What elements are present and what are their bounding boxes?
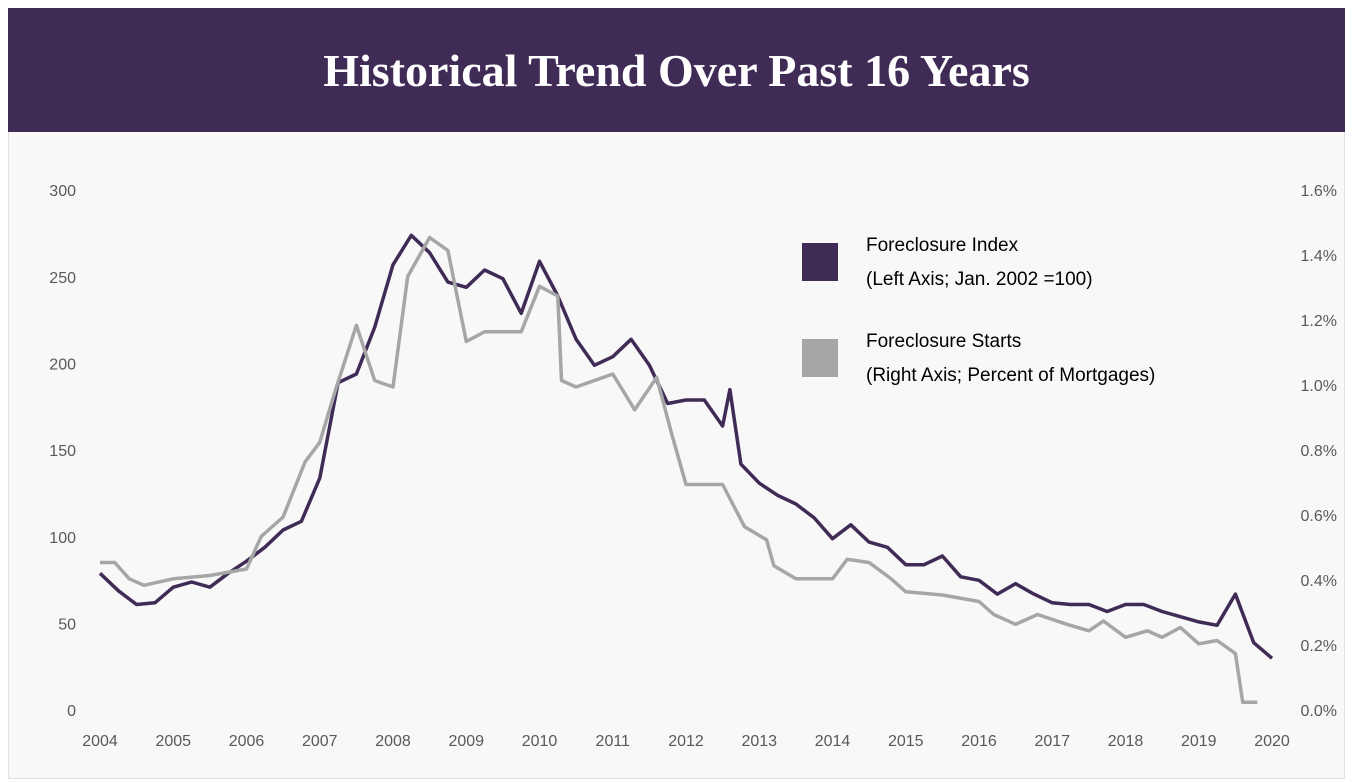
y-tick-label: 0 <box>67 703 76 720</box>
x-tick-label: 2004 <box>82 733 118 750</box>
legend-description: (Right Axis; Percent of Mortgages) <box>866 365 1155 386</box>
legend-swatch <box>802 243 838 281</box>
x-tick-label: 2015 <box>888 733 924 750</box>
y-tick-label: 50 <box>58 617 76 634</box>
legend-label: Foreclosure Starts <box>866 331 1021 352</box>
chart-title: Historical Trend Over Past 16 Years <box>323 44 1030 96</box>
legend-description: (Left Axis; Jan. 2002 =100) <box>866 269 1093 290</box>
x-tick-label: 2009 <box>448 733 484 750</box>
y-tick-label: 100 <box>49 530 76 547</box>
y2-tick-label: 0.6% <box>1301 508 1337 525</box>
x-tick-label: 2020 <box>1254 733 1290 750</box>
x-tick-label: 2007 <box>302 733 338 750</box>
x-tick-label: 2006 <box>229 733 265 750</box>
series-line <box>100 235 1258 705</box>
x-tick-label: 2013 <box>741 733 777 750</box>
y2-tick-label: 1.4% <box>1301 248 1337 265</box>
x-tick-label: 2005 <box>155 733 191 750</box>
legend-swatch <box>802 339 838 377</box>
y-tick-label: 200 <box>49 357 76 374</box>
y-tick-label: 300 <box>49 183 76 200</box>
y2-tick-label: 1.6% <box>1301 183 1337 200</box>
x-tick-label: 2019 <box>1181 733 1217 750</box>
y2-tick-label: 0.0% <box>1301 703 1337 720</box>
y-tick-label: 250 <box>49 270 76 287</box>
series-line <box>98 233 1274 660</box>
y2-tick-label: 0.2% <box>1301 638 1337 655</box>
x-tick-label: 2008 <box>375 733 411 750</box>
header: Historical Trend Over Past 16 Years <box>8 8 1345 132</box>
y2-tick-label: 0.8% <box>1301 443 1337 460</box>
x-tick-label: 2014 <box>815 733 851 750</box>
x-tick-label: 2011 <box>596 733 631 750</box>
y2-tick-label: 1.0% <box>1301 378 1337 395</box>
x-tick-label: 2012 <box>668 733 704 750</box>
legend-label: Foreclosure Index <box>866 235 1019 256</box>
x-tick-label: 2018 <box>1108 733 1144 750</box>
y2-tick-label: 0.4% <box>1301 573 1337 590</box>
x-tick-label: 2010 <box>522 733 558 750</box>
y-tick-label: 150 <box>49 443 76 460</box>
x-tick-label: 2017 <box>1034 733 1070 750</box>
y2-tick-label: 1.2% <box>1301 313 1337 330</box>
x-tick-label: 2016 <box>961 733 997 750</box>
